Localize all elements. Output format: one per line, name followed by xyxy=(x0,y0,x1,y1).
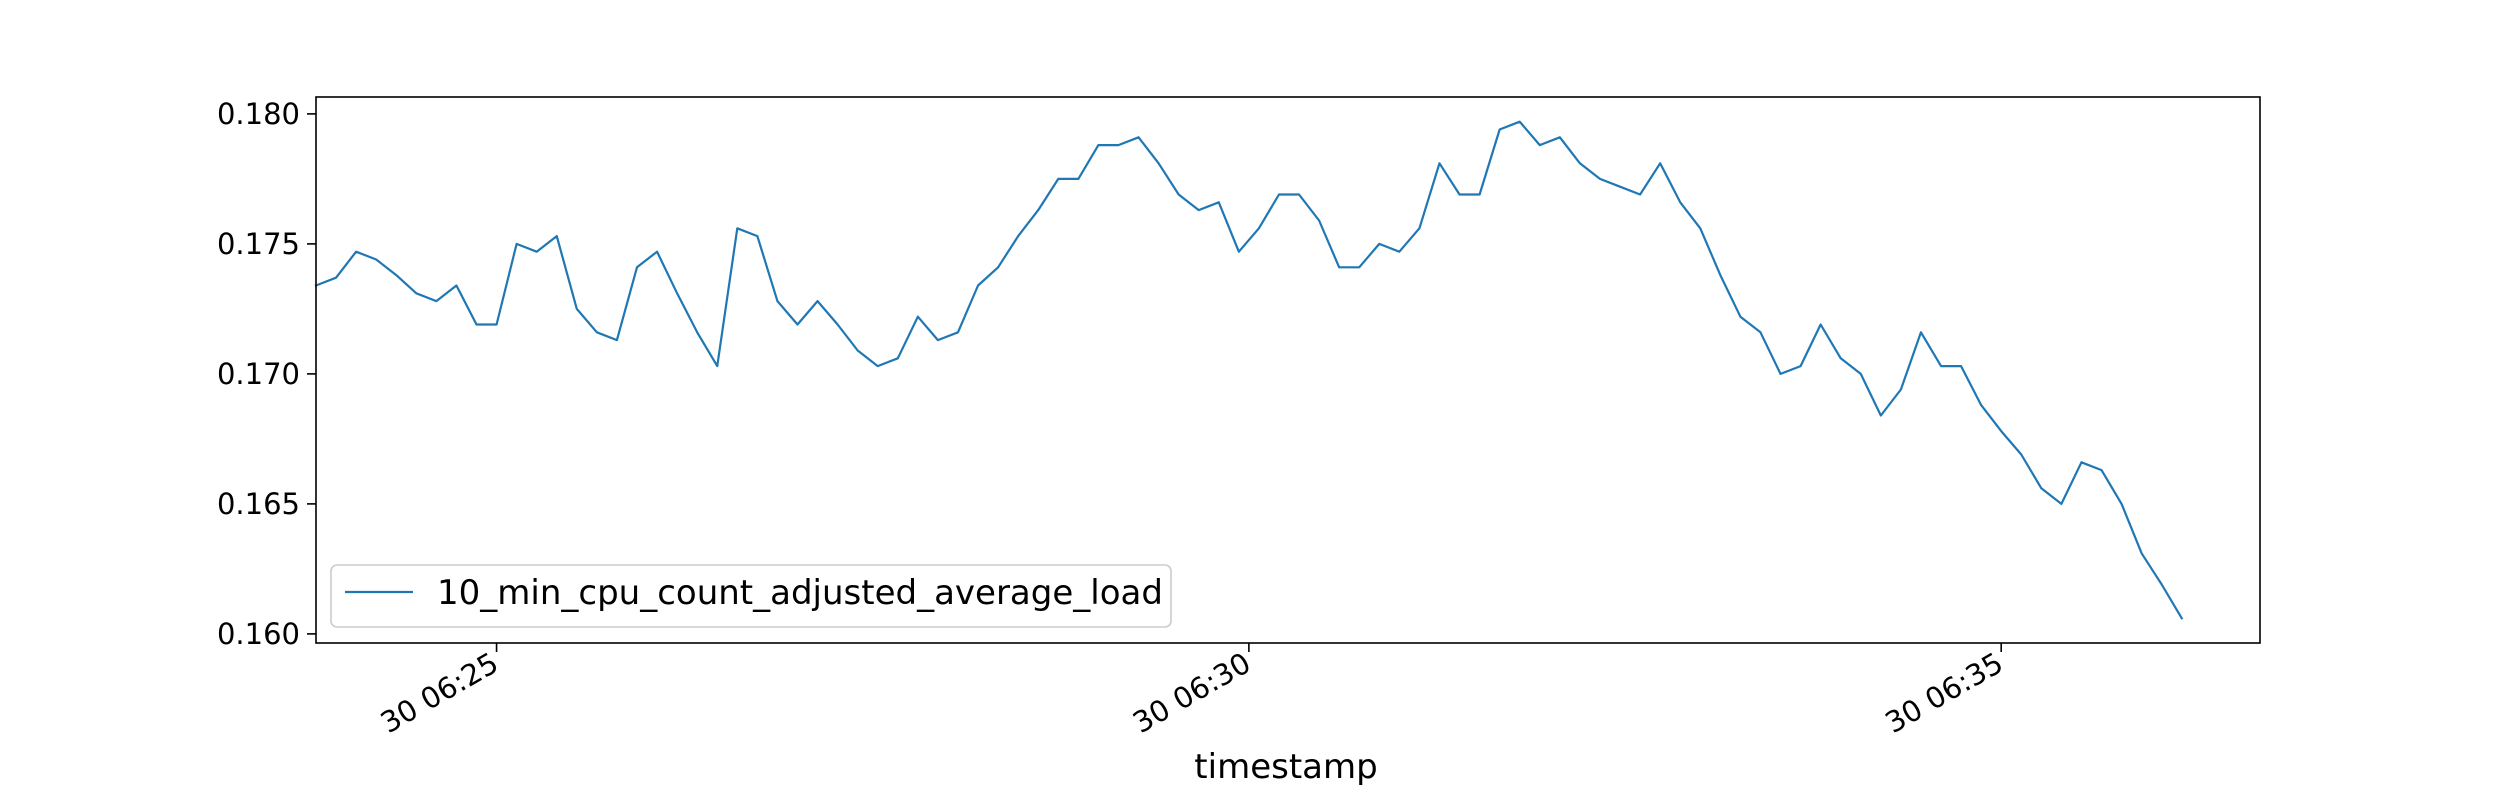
y-tick-label: 0.170 xyxy=(217,357,300,391)
y-tick-label: 0.175 xyxy=(217,227,300,261)
plot-area xyxy=(316,97,2260,643)
legend: 10_min_cpu_count_adjusted_average_load xyxy=(330,564,1172,628)
y-tick-label: 0.180 xyxy=(217,97,300,131)
y-axis: 0.160 0.165 0.170 0.175 0.180 xyxy=(217,97,316,651)
y-tick-label: 0.165 xyxy=(217,487,300,521)
legend-label: 10_min_cpu_count_adjusted_average_load xyxy=(437,573,1163,613)
plot-frame xyxy=(315,96,2261,644)
series-line-0 xyxy=(314,120,2184,620)
legend-box xyxy=(330,564,1172,628)
x-axis-title: timestamp xyxy=(1194,747,1377,787)
y-tick-label: 0.160 xyxy=(217,617,300,651)
series-layer xyxy=(314,120,2184,620)
